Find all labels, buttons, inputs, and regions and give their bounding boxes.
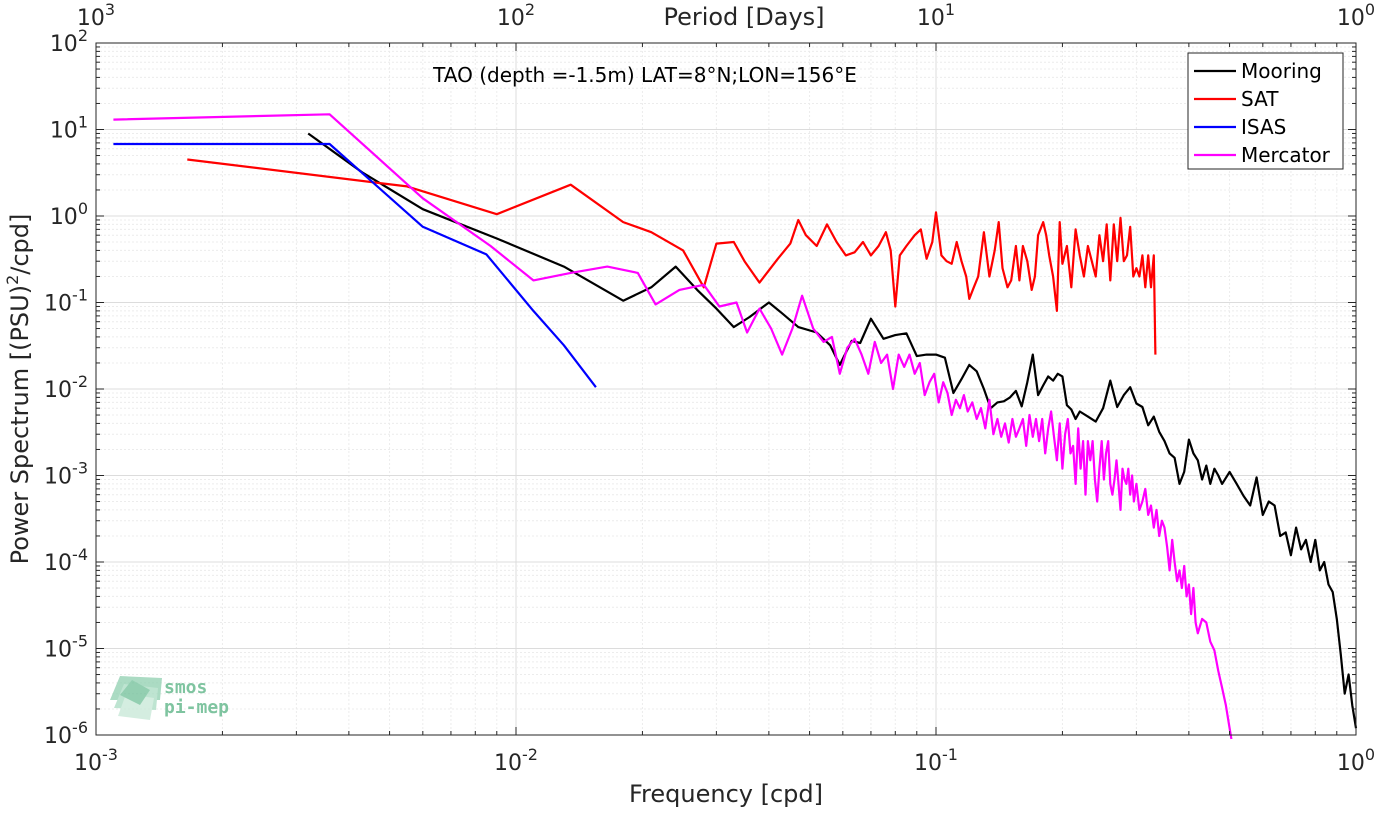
y-tick-label-exponent: -2 <box>72 372 88 391</box>
y-tick-label-base: 10 <box>44 638 72 663</box>
x-tick-label-base: 10 <box>1337 751 1365 776</box>
legend-label-mooring: Mooring <box>1241 59 1322 83</box>
y-tick-label: 10-5 <box>44 632 88 663</box>
legend-label-isas: ISAS <box>1241 115 1286 139</box>
top-tick-label-exponent: 1 <box>945 0 955 19</box>
tick-marks <box>95 43 1356 736</box>
y-tick-label: 10-3 <box>44 459 88 490</box>
top-tick-label: 101 <box>917 0 955 31</box>
top-tick-label: 100 <box>1337 0 1375 31</box>
y-axis-title: Power Spectrum [(PSU)2/cpd] <box>3 214 34 565</box>
series-line-mercator <box>113 113 1233 740</box>
y-tick-label-base: 10 <box>44 724 72 749</box>
y-tick-label: 102 <box>50 26 88 57</box>
y-tick-label: 10-2 <box>44 372 88 403</box>
top-tick-label: 102 <box>497 0 535 31</box>
top-tick-label-base: 10 <box>497 6 525 31</box>
top-tick-label-base: 10 <box>917 6 945 31</box>
x-tick-label: 10-1 <box>914 745 958 776</box>
y-tick-label: 10-1 <box>44 286 88 317</box>
smos-pi-mep-logo: smos pi-mep <box>110 676 229 720</box>
logo-text-line2: pi-mep <box>164 697 229 718</box>
y-tick-label-base: 10 <box>50 32 78 57</box>
x-tick-label-base: 10 <box>914 751 942 776</box>
y-tick-label: 10-4 <box>44 545 88 576</box>
x-tick-label: 10-3 <box>74 745 118 776</box>
logo-mark-icon <box>110 676 162 720</box>
series-line-isas <box>113 142 597 388</box>
y-tick-label-base: 10 <box>50 205 78 230</box>
top-tick-label: 103 <box>77 0 115 31</box>
y-tick-label-exponent: 0 <box>78 199 88 218</box>
y-tick-label-base: 10 <box>44 378 72 403</box>
top-tick-label-exponent: 3 <box>105 0 115 19</box>
top-tick-label-exponent: 0 <box>1365 0 1375 19</box>
chart-annotation: TAO (depth =-1.5m) LAT=8°N;LON=156°E <box>432 63 857 87</box>
y-tick-label-exponent: -3 <box>72 459 88 478</box>
top-axis-title: Period [Days] <box>663 3 824 31</box>
x-tick-label-exponent: -3 <box>102 745 118 764</box>
y-tick-label-exponent: -6 <box>72 718 88 737</box>
x-tick-label-base: 10 <box>494 751 522 776</box>
y-tick-label: 10-6 <box>44 718 88 749</box>
y-tick-label-exponent: 2 <box>78 26 88 45</box>
top-tick-label-exponent: 2 <box>525 0 535 19</box>
legend-box <box>1187 52 1344 170</box>
x-tick-label-exponent: -1 <box>942 745 958 764</box>
series-line-mooring <box>307 132 1358 729</box>
y-tick-label-base: 10 <box>44 292 72 317</box>
y-tick-label-exponent: -5 <box>72 632 88 651</box>
series-layer <box>113 113 1358 740</box>
y-tick-label: 101 <box>50 113 88 144</box>
y-tick-label-exponent: -1 <box>72 286 88 305</box>
y-tick-label-base: 10 <box>44 551 72 576</box>
x-axis-title: Frequency [cpd] <box>629 780 823 808</box>
y-tick-label-exponent: -4 <box>72 545 88 564</box>
legend: Mooring SAT ISAS Mercator <box>1187 52 1344 170</box>
y-axis-title-superscript: 2 <box>3 275 22 285</box>
x-tick-label-exponent: -2 <box>522 745 538 764</box>
y-tick-label-base: 10 <box>50 119 78 144</box>
legend-label-mercator: Mercator <box>1241 143 1331 167</box>
y-tick-label-base: 10 <box>44 465 72 490</box>
series-line-sat <box>187 158 1157 355</box>
y-axis-title-tail: /cpd] <box>6 214 34 275</box>
logo-text-line1: smos <box>164 677 207 698</box>
x-tick-label-exponent: 0 <box>1365 745 1375 764</box>
x-tick-label-base: 10 <box>74 751 102 776</box>
top-tick-label-base: 10 <box>77 6 105 31</box>
x-tick-label: 10-2 <box>494 745 538 776</box>
legend-items: Mooring SAT ISAS Mercator <box>1194 59 1331 167</box>
y-tick-label: 100 <box>50 199 88 230</box>
y-tick-label-exponent: 1 <box>78 113 88 132</box>
legend-label-sat: SAT <box>1241 87 1279 111</box>
y-axis-title-main: Power Spectrum [(PSU) <box>6 285 34 564</box>
x-tick-label: 100 <box>1337 745 1375 776</box>
top-tick-label-base: 10 <box>1337 6 1365 31</box>
